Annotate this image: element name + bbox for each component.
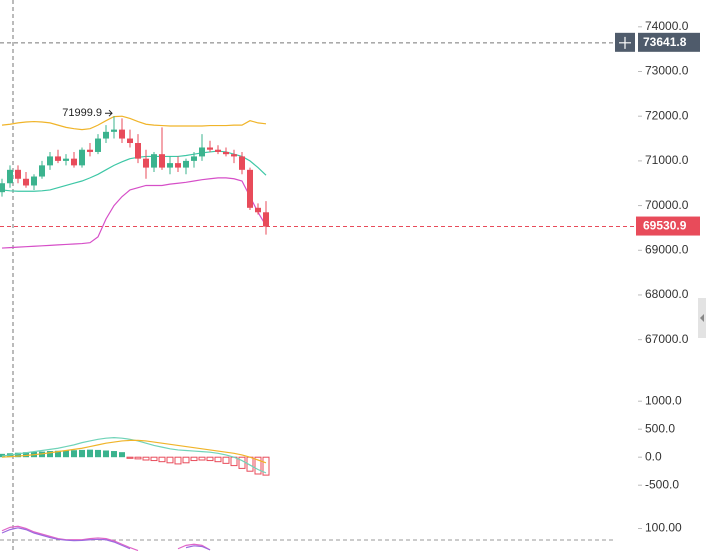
candle-body <box>135 143 141 159</box>
histogram-bar <box>71 450 77 458</box>
plus-icon <box>619 36 631 49</box>
histogram-bar <box>222 456 230 464</box>
indicator-line <box>1 439 267 464</box>
y-tick-label: 74000.0 <box>645 19 689 33</box>
histogram-bar <box>87 449 93 458</box>
candle-body <box>159 154 165 168</box>
y-tick-label: 1000.0 <box>645 393 682 407</box>
candle-body <box>7 169 13 184</box>
histogram-bar <box>142 456 150 461</box>
y-tick-label: 72000.0 <box>645 108 689 122</box>
histogram-bar <box>214 456 222 463</box>
candle-body <box>151 154 157 168</box>
candle-body <box>175 163 181 168</box>
candle-body <box>207 147 213 150</box>
indicator-line <box>1 150 267 192</box>
candle-body <box>183 160 189 168</box>
candle-body <box>47 156 53 166</box>
histogram-bar <box>126 456 134 459</box>
y-tick-label: 100.00 <box>645 521 682 535</box>
histogram-bar <box>262 456 270 476</box>
y-tick-label: 68000.0 <box>645 287 689 301</box>
histogram-bar <box>47 451 53 458</box>
candle-body <box>111 129 117 132</box>
candle-body <box>215 149 221 152</box>
candle-body <box>39 165 45 177</box>
candle-body <box>31 176 37 186</box>
histogram-bar <box>150 456 158 462</box>
histogram-bar <box>254 456 262 475</box>
candle-body <box>247 169 253 208</box>
histogram-bar <box>206 456 214 462</box>
crosshair-price-label: 73641.8 <box>643 35 687 49</box>
histogram-bar <box>63 450 69 458</box>
indicator-line <box>1 525 211 551</box>
y-tick-label: 71000.0 <box>645 153 689 167</box>
candle-body <box>119 129 125 139</box>
crosshair-price-box <box>638 32 700 52</box>
candle-body <box>223 151 229 155</box>
candle-body <box>87 149 93 152</box>
y-tick-label: 69000.0 <box>645 242 689 256</box>
pane <box>1 525 211 551</box>
histogram-bar <box>198 456 206 461</box>
candle-body <box>0 183 5 193</box>
histogram-bar <box>79 449 85 458</box>
y-tick-label: -500.0 <box>645 477 679 491</box>
histogram-bar <box>103 450 109 458</box>
indicator-line <box>1 177 267 249</box>
histogram-bar <box>23 452 29 458</box>
indicator-line <box>1 115 267 131</box>
candle-body <box>103 131 109 139</box>
y-tick-label: 0.0 <box>645 449 662 463</box>
histogram-bar <box>15 452 21 458</box>
histogram-bar <box>55 450 61 458</box>
candle-body <box>263 212 269 227</box>
candle-body <box>255 207 261 213</box>
candle-body <box>239 156 245 170</box>
y-tick-label: 67000.0 <box>645 332 689 346</box>
histogram-bar <box>238 456 246 469</box>
y-tick-label: 73000.0 <box>645 64 689 78</box>
candle-body <box>15 169 21 179</box>
histogram-bar <box>166 456 174 464</box>
candle-body <box>95 138 101 152</box>
candle-body <box>79 149 85 166</box>
pane <box>0 115 269 249</box>
candle-body <box>231 154 237 157</box>
candle-body <box>167 163 173 168</box>
indicator-line <box>1 527 211 551</box>
y-tick-label: 500.0 <box>645 421 675 435</box>
last-price-label: 69530.9 <box>643 219 687 233</box>
histogram-bar <box>182 456 190 464</box>
candle-body <box>63 158 69 161</box>
candle-body <box>71 158 77 166</box>
high-annotation: 71999.9 <box>62 107 102 119</box>
candle-body <box>191 156 197 161</box>
y-tick-label: 70000.0 <box>645 198 689 212</box>
candle-body <box>199 147 205 157</box>
candle-body <box>23 178 29 186</box>
histogram-bar <box>158 456 166 463</box>
histogram-bar <box>134 456 142 460</box>
histogram-bar <box>119 452 125 458</box>
handle-arrow <box>700 314 704 322</box>
histogram-bar <box>174 456 182 465</box>
candle-body <box>127 138 133 144</box>
histogram-bar <box>190 456 198 462</box>
histogram-bar <box>95 449 101 458</box>
histogram-bar <box>111 451 117 458</box>
last-price-box <box>636 216 700 236</box>
candle-body <box>143 158 149 168</box>
candle-body <box>55 156 61 161</box>
annotation-arrow <box>105 109 113 117</box>
pane <box>0 436 270 476</box>
